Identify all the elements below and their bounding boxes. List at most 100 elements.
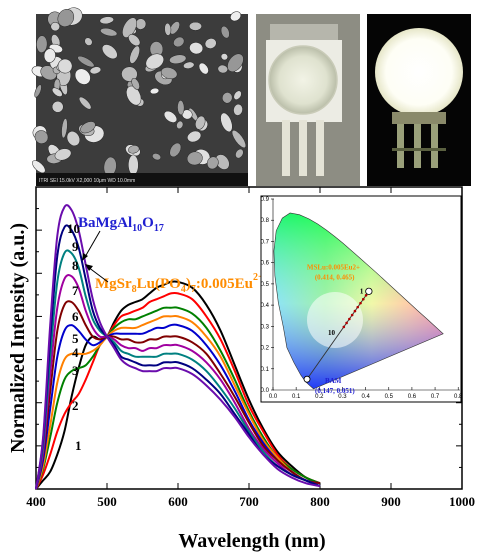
msl-arrowhead — [85, 264, 93, 271]
sem-particle — [164, 22, 172, 36]
series-line-7 — [35, 274, 321, 490]
x-tick-label: 800 — [310, 494, 330, 509]
msl-point-coords: (0.414, 0.465) — [315, 273, 355, 281]
sem-particle — [189, 42, 204, 55]
series-line-2 — [35, 291, 321, 490]
sem-particle — [34, 84, 42, 98]
cie-path: 1 10 MSLu:0.005Eu2+ (0.414, 0.465) BAM (0.147… — [303, 263, 373, 395]
series-label-5: 5 — [72, 331, 79, 346]
sem-particle — [32, 160, 46, 174]
sem-particle — [121, 66, 138, 82]
x-tick-label: 700 — [239, 494, 259, 509]
sem-particle — [84, 37, 93, 46]
sem-particle — [195, 115, 206, 130]
cie-x-tick-label: 0.5 — [385, 394, 394, 400]
series-label-1: 1 — [75, 438, 82, 453]
sem-particle — [149, 87, 160, 95]
series-line-9 — [35, 224, 321, 490]
bam-arrowhead — [82, 253, 88, 261]
sem-particle — [235, 148, 244, 159]
cie-x-tick-label: 0.1 — [292, 394, 301, 400]
x-tick-label: 1000 — [449, 494, 475, 509]
sem-particle — [220, 53, 229, 61]
cie-x-tick-label: 0.4 — [361, 394, 370, 400]
cie-point-5 — [353, 309, 357, 313]
sem-particle — [126, 85, 142, 106]
cie-inset-ticks: 0.0 0.1 0.2 0.3 0.4 0.5 0.6 0.7 0.8 0.0 0.1 0.2 0.3 0… — [261, 197, 463, 400]
cie-y-tick-label: 0.3 — [261, 324, 270, 330]
x-tick-label: 400 — [26, 494, 46, 509]
series-label-8: 8 — [72, 258, 79, 273]
y-axis-label: Normalized Intensity (a.u.) — [7, 223, 29, 453]
sem-particle — [230, 11, 242, 22]
series-number-labels: 1 2 3 45 6 7 8 9 10 — [67, 221, 82, 453]
series-line-8 — [35, 249, 321, 490]
x-axis-ticks: 400 500 600 700 800 900 1000 — [26, 187, 475, 509]
cie-y-tick-label: 0.0 — [261, 388, 270, 394]
cie-y-tick-label: 0.5 — [261, 282, 270, 288]
series-line-3 — [35, 306, 321, 490]
sem-particle — [217, 64, 228, 74]
sem-particle — [206, 156, 219, 170]
sem-particle — [173, 36, 185, 48]
led-unlit-photo — [256, 14, 360, 186]
cie-x-tick-label: 0.2 — [315, 394, 324, 400]
cie-gamut-outline — [273, 212, 444, 390]
bam-label: BaMgAl10O17 — [78, 215, 164, 234]
sem-particle — [233, 90, 242, 100]
series-line-4 — [35, 315, 321, 490]
cie-inset: 0.0 0.1 0.2 0.3 0.4 0.5 0.6 0.7 0.8 0.0 0.1 0.2 0.3 0… — [260, 195, 463, 403]
sem-particle — [183, 61, 195, 69]
sem-particle — [50, 21, 60, 32]
sem-particle — [89, 66, 102, 75]
msl-point-label: MSLu:0.005Eu2+ — [307, 263, 360, 271]
series-line-1 — [35, 280, 321, 490]
bam-annotation: BaMgAl10O17 — [78, 215, 164, 261]
sem-particle — [128, 145, 140, 154]
bam-point-label: BAM — [325, 377, 342, 385]
cie-point-2 — [345, 321, 348, 325]
cie-x-tick-label: 0.7 — [431, 394, 440, 400]
sem-particle — [51, 100, 64, 113]
emission-spectra-chart: 400 500 600 700 800 900 1000 1 2 3 45 6 7 8 9 10 Wavel… — [7, 186, 475, 552]
sem-particle — [231, 129, 247, 149]
sem-particle — [177, 100, 185, 116]
sem-particles — [31, 7, 247, 177]
sem-particle — [198, 62, 209, 75]
sem-particle — [100, 27, 118, 37]
bam-arrow-line — [84, 230, 101, 258]
sem-particle — [204, 38, 217, 49]
sem-particle — [66, 131, 81, 147]
sem-particle — [80, 121, 96, 134]
sem-particle — [169, 21, 180, 35]
cie-mixing-line — [306, 291, 370, 380]
sem-particle — [77, 55, 95, 68]
sem-particle — [78, 96, 92, 110]
series-label-4: 4 — [72, 345, 79, 360]
cie-x-tick-label: 0.0 — [269, 394, 278, 400]
sem-caption: ITRI SEI 15.0kV X2,000 10μm WD 10.0mm — [39, 178, 135, 184]
cie-point-4 — [350, 313, 354, 317]
x-tick-label: 500 — [97, 494, 117, 509]
sem-particle — [43, 48, 56, 63]
sem-particle — [36, 35, 48, 53]
series-label-7: 7 — [72, 283, 79, 298]
cie-x-tick-label: 0.6 — [408, 394, 417, 400]
sem-particle — [222, 92, 233, 104]
sem-particle — [189, 21, 202, 31]
sem-particle — [169, 142, 182, 158]
bam-point-coords: (0.147, 0.051) — [315, 387, 355, 395]
series-label-2: 2 — [72, 398, 79, 413]
sem-particle — [61, 118, 68, 139]
sem-particle — [57, 58, 73, 74]
sem-particle — [122, 17, 137, 38]
cie-y-tick-label: 0.6 — [261, 261, 270, 267]
cie-y-tick-label: 0.8 — [261, 218, 270, 224]
cie-point-3 — [348, 317, 351, 321]
msl-label: MgSr8Lu(PO4)7:0.005Eu2+ — [95, 272, 264, 295]
msl-annotation: MgSr8Lu(PO4)7:0.005Eu2+ — [85, 264, 264, 295]
sem-particle — [169, 54, 187, 65]
sem-particle — [57, 8, 75, 27]
series-line-6 — [35, 300, 321, 490]
sem-particle — [34, 130, 49, 144]
